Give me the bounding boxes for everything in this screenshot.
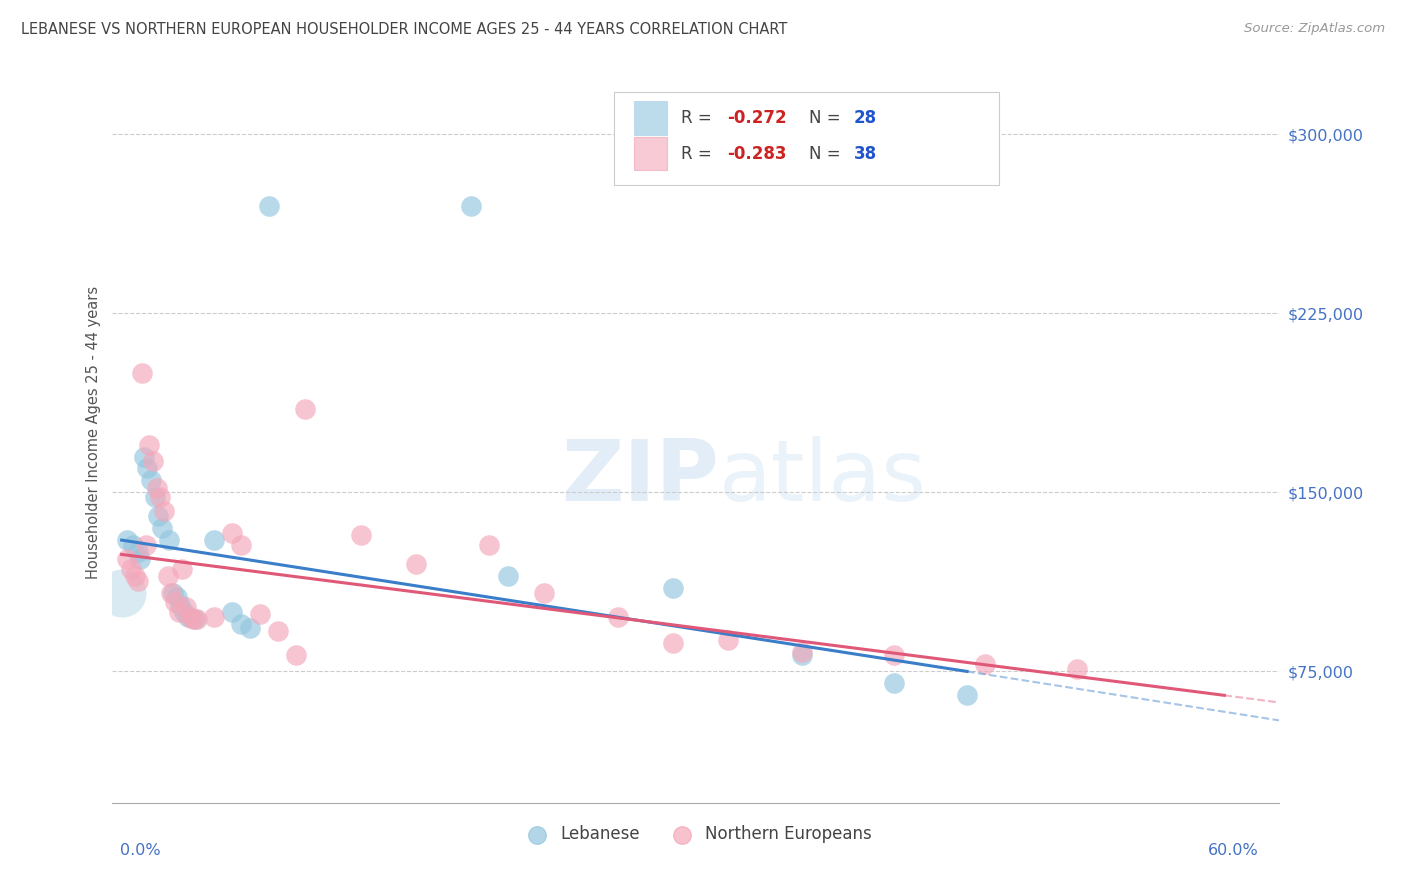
Point [1066,662,1088,676]
Point [127,574,149,588]
Point [478,538,501,552]
Point [163,595,186,609]
Point [173,605,195,619]
Point [790,648,813,662]
Point [294,401,316,416]
Point [956,689,979,703]
Point [239,622,262,636]
Point [143,490,166,504]
Point [172,562,194,576]
Point [202,533,225,547]
Text: ZIP: ZIP [561,435,720,518]
Point [136,461,159,475]
Point [184,612,207,626]
Text: Source: ZipAtlas.com: Source: ZipAtlas.com [1244,22,1385,36]
Point [162,585,184,599]
Point [533,585,555,599]
Point [285,648,308,662]
Point [135,538,157,552]
Point [179,609,201,624]
Text: -0.272: -0.272 [727,109,787,127]
Point [121,538,143,552]
Point [177,609,200,624]
Point [662,581,685,595]
Point [229,538,252,552]
Point [132,450,155,464]
Point [156,569,179,583]
Point [139,474,162,488]
Text: 38: 38 [853,145,876,162]
Point [142,454,165,468]
Point [249,607,271,621]
Text: N =: N = [810,145,846,162]
Point [257,199,280,213]
Point [974,657,997,672]
Point [129,552,152,566]
Point [349,528,371,542]
Point [221,605,243,619]
Point [115,533,138,547]
Point [883,676,905,690]
Point [124,569,146,583]
Point [202,609,225,624]
Text: R =: R = [681,145,717,162]
Point [115,552,138,566]
Point [221,525,243,540]
Point [167,605,190,619]
Point [148,509,170,524]
Point [460,199,482,213]
Point [174,599,197,614]
Point [127,545,149,559]
FancyBboxPatch shape [614,92,1000,185]
Point [138,437,160,451]
Text: atlas: atlas [720,435,928,518]
Point [496,569,519,583]
Point [150,521,173,535]
Y-axis label: Householder Income Ages 25 - 44 years: Householder Income Ages 25 - 44 years [86,286,101,579]
Text: R =: R = [681,109,717,127]
FancyBboxPatch shape [634,102,666,135]
Point [606,609,628,624]
Text: 60.0%: 60.0% [1208,843,1258,858]
Point [111,585,134,599]
Point [120,562,142,576]
Point [717,633,740,648]
Point [131,366,153,380]
Point [790,645,813,659]
Text: -0.283: -0.283 [727,145,787,162]
Point [267,624,290,638]
Point [405,557,427,571]
Point [183,612,205,626]
Point [149,490,172,504]
Legend: Lebanese, Northern Europeans: Lebanese, Northern Europeans [513,819,879,850]
Point [159,533,181,547]
FancyBboxPatch shape [634,136,666,170]
Point [160,585,183,599]
Point [186,612,208,626]
Text: N =: N = [810,109,846,127]
Point [883,648,905,662]
Text: 0.0%: 0.0% [120,843,160,858]
Point [662,636,685,650]
Point [169,598,191,612]
Point [166,591,188,605]
Text: LEBANESE VS NORTHERN EUROPEAN HOUSEHOLDER INCOME AGES 25 - 44 YEARS CORRELATION : LEBANESE VS NORTHERN EUROPEAN HOUSEHOLDE… [21,22,787,37]
Point [145,481,167,495]
Point [229,616,252,631]
Point [153,504,176,518]
Text: 28: 28 [853,109,876,127]
